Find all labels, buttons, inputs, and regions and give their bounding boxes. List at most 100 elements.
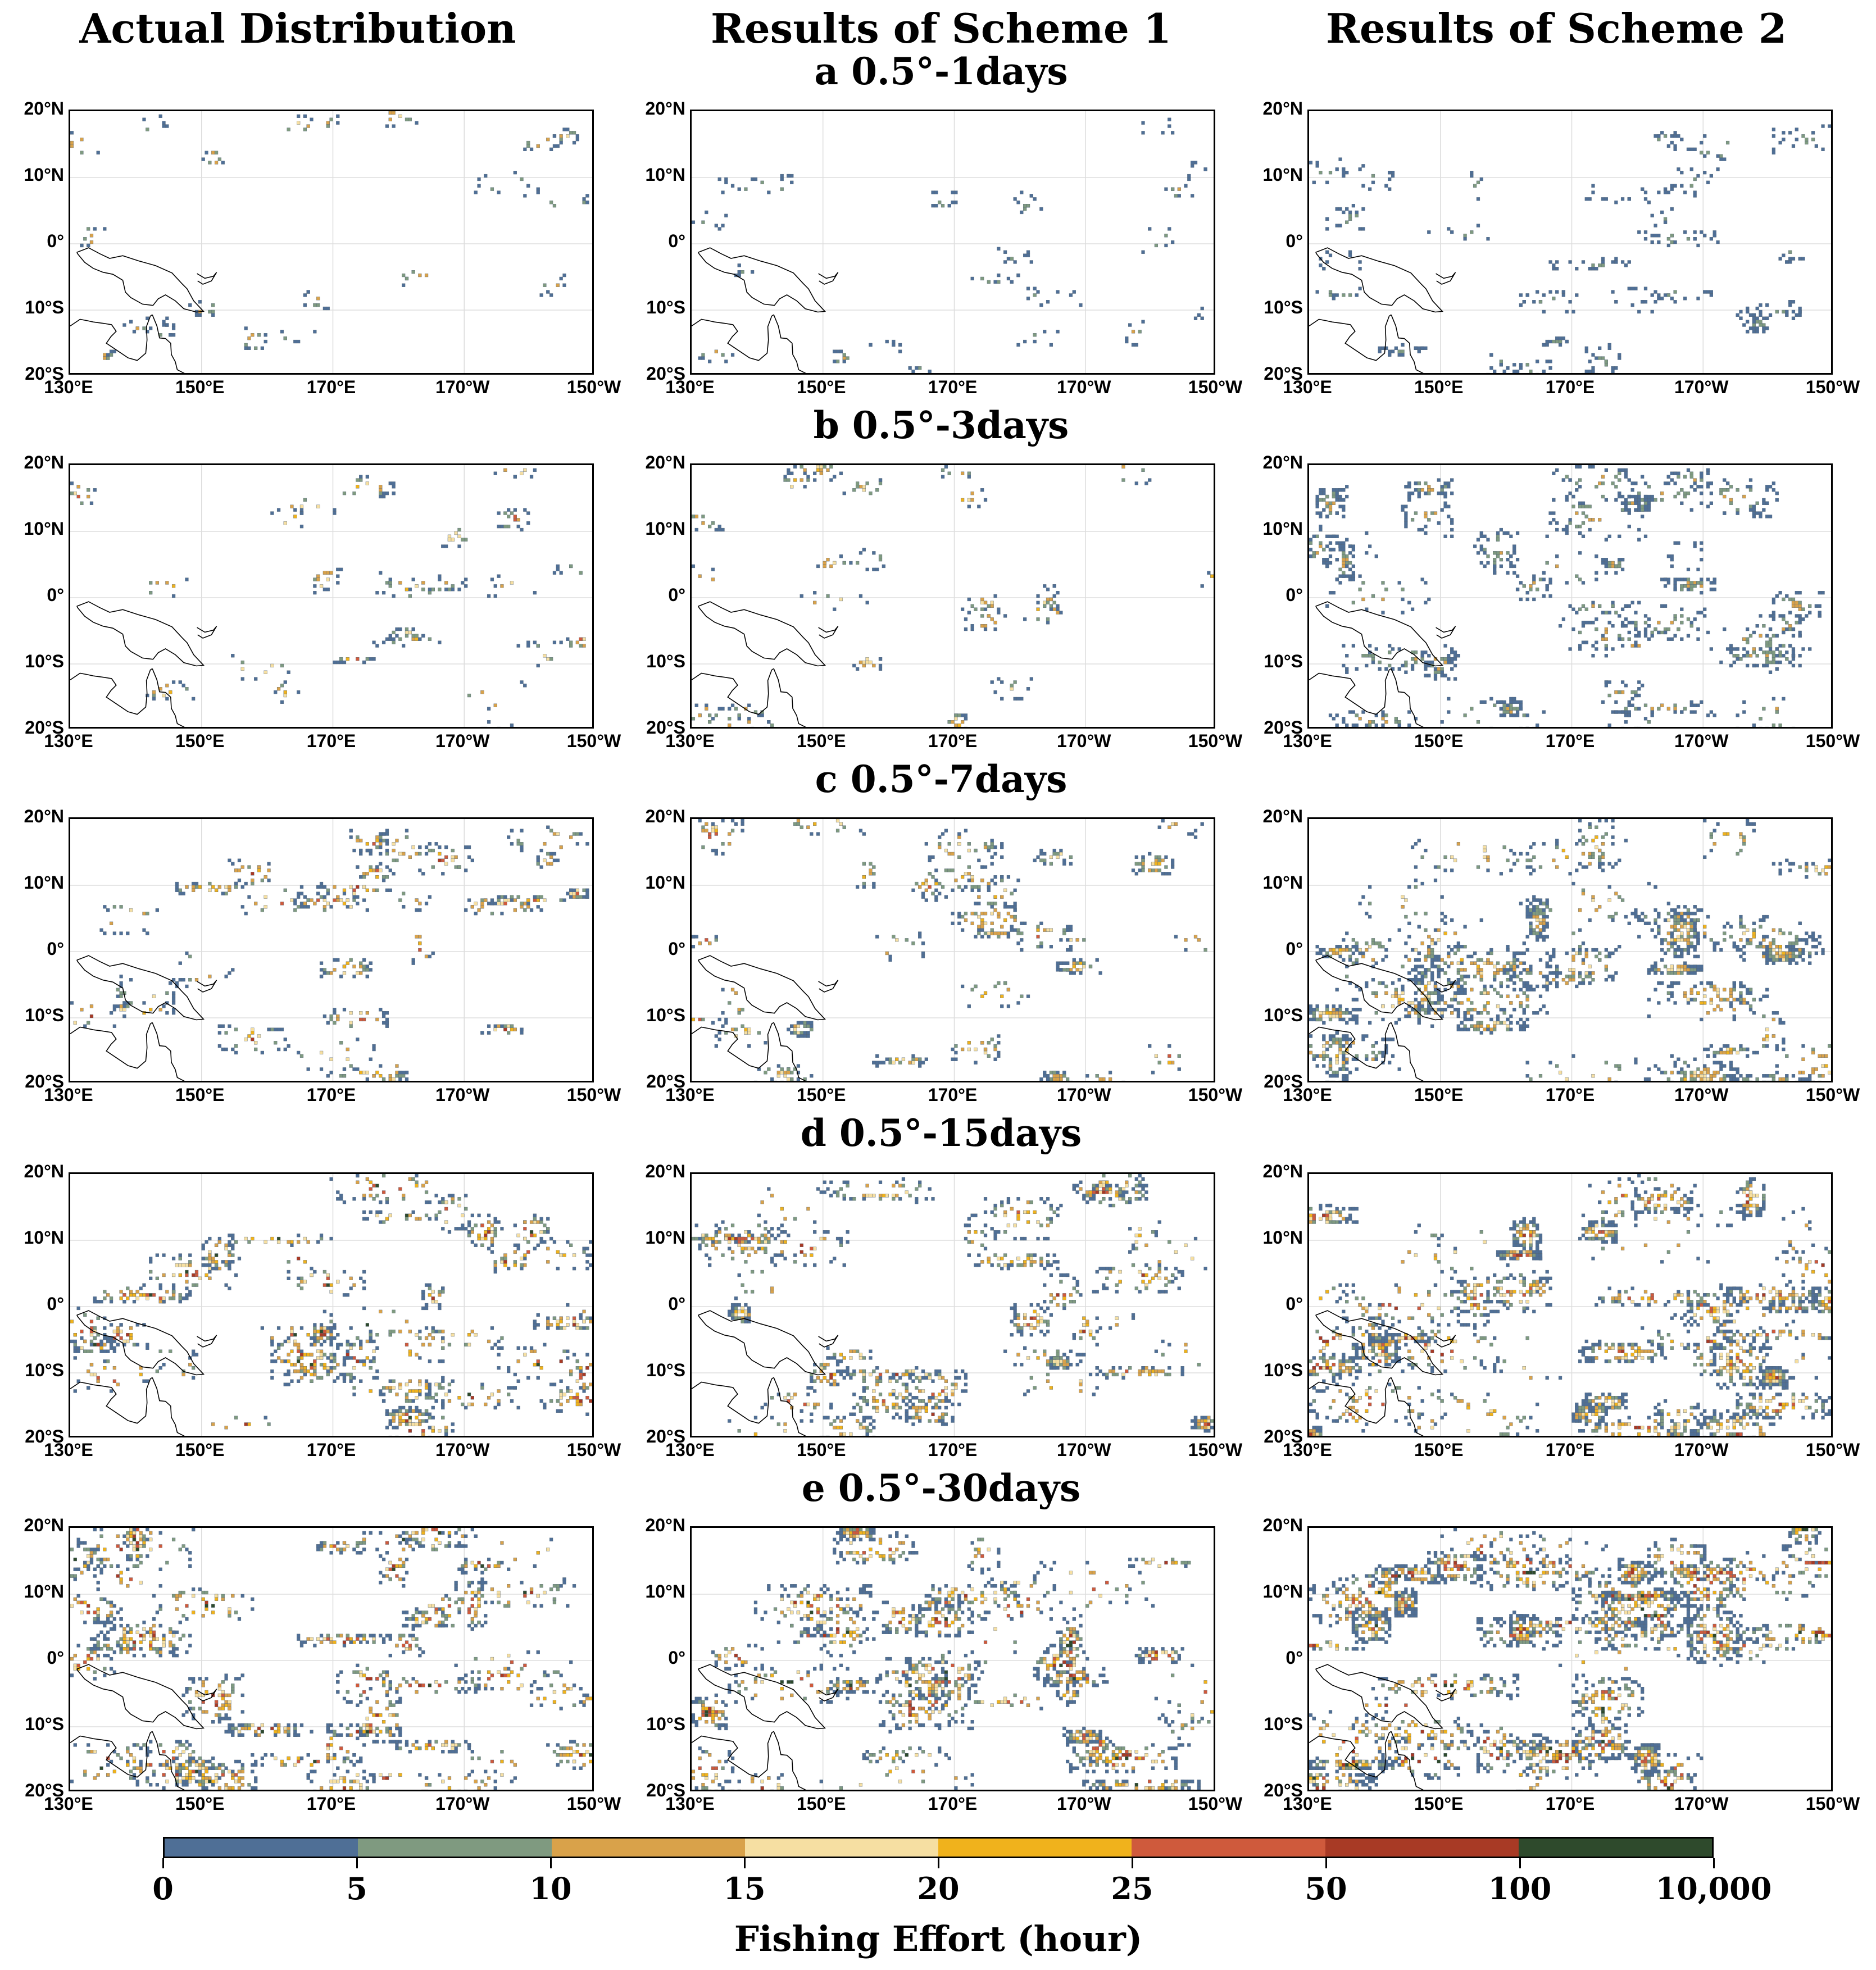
effort-cell bbox=[1584, 621, 1588, 625]
effort-cell bbox=[1332, 1080, 1336, 1081]
effort-cell bbox=[780, 177, 784, 181]
effort-cell bbox=[823, 465, 826, 469]
effort-cell bbox=[1519, 1017, 1523, 1022]
effort-cell bbox=[730, 703, 735, 707]
effort-cell bbox=[1725, 488, 1730, 492]
effort-cell bbox=[1703, 925, 1707, 929]
effort-cell bbox=[960, 607, 965, 611]
effort-cell bbox=[1677, 964, 1680, 968]
effort-cell bbox=[1460, 1021, 1464, 1025]
effort-cell bbox=[790, 1071, 794, 1075]
effort-cell bbox=[549, 201, 553, 204]
map-panel-c-col1 bbox=[69, 817, 594, 1082]
effort-cell bbox=[1512, 564, 1516, 568]
effort-cell bbox=[1374, 647, 1378, 651]
effort-cell bbox=[336, 1017, 340, 1022]
effort-cell bbox=[372, 868, 376, 872]
effort-cell bbox=[1785, 313, 1789, 317]
effort-cell bbox=[1479, 1021, 1483, 1025]
effort-cell bbox=[342, 902, 347, 906]
effort-cell bbox=[875, 1064, 879, 1068]
effort-cell bbox=[701, 515, 705, 518]
effort-cell bbox=[585, 888, 589, 893]
effort-cell bbox=[1512, 370, 1516, 373]
effort-cell bbox=[990, 1038, 994, 1041]
effort-cell bbox=[1746, 1054, 1750, 1058]
lon-tick-label: 150°W bbox=[566, 1085, 621, 1105]
effort-cell bbox=[1424, 958, 1428, 962]
effort-cell bbox=[1404, 941, 1408, 945]
effort-cell bbox=[1683, 475, 1687, 479]
effort-cell bbox=[1624, 263, 1628, 267]
effort-cell bbox=[1637, 680, 1641, 684]
effort-cell bbox=[1771, 697, 1776, 701]
lon-tick-label: 150°E bbox=[796, 731, 846, 751]
effort-cell bbox=[1483, 845, 1487, 849]
effort-cell bbox=[1581, 521, 1586, 525]
effort-cell bbox=[1499, 564, 1503, 568]
effort-cell bbox=[1778, 644, 1782, 648]
effort-cell bbox=[1713, 1050, 1716, 1055]
effort-cell bbox=[1016, 878, 1020, 882]
effort-cell bbox=[1614, 485, 1618, 489]
effort-cell bbox=[938, 845, 942, 849]
effort-cell bbox=[1499, 551, 1503, 555]
effort-cell bbox=[1342, 557, 1346, 562]
effort-cell bbox=[1746, 320, 1750, 324]
effort-cell bbox=[575, 891, 579, 895]
effort-cell bbox=[983, 1047, 988, 1052]
coastline bbox=[1309, 314, 1392, 361]
effort-cell bbox=[1496, 554, 1500, 558]
effort-cell bbox=[1453, 663, 1457, 668]
effort-cell bbox=[171, 584, 176, 588]
effort-cell bbox=[1456, 1027, 1461, 1031]
effort-cell bbox=[1450, 492, 1454, 495]
effort-cell bbox=[451, 538, 455, 542]
effort-cell bbox=[1604, 654, 1608, 658]
effort-cell bbox=[1588, 981, 1592, 985]
effort-cell bbox=[1683, 925, 1687, 929]
effort-cell bbox=[1345, 554, 1349, 558]
effort-cell bbox=[381, 640, 386, 644]
effort-cell bbox=[1170, 862, 1175, 866]
effort-cell bbox=[411, 270, 415, 274]
effort-cell bbox=[1624, 475, 1628, 479]
effort-cell bbox=[1062, 1071, 1066, 1075]
effort-cell bbox=[692, 1017, 696, 1022]
effort-cell bbox=[1365, 1054, 1369, 1058]
effort-cell bbox=[954, 717, 958, 721]
effort-cell bbox=[405, 835, 409, 839]
effort-cell bbox=[313, 584, 317, 588]
effort-cell bbox=[372, 1074, 376, 1078]
coastline bbox=[197, 272, 217, 285]
effort-cell bbox=[1325, 515, 1329, 518]
effort-cell bbox=[520, 905, 524, 909]
effort-cell bbox=[1525, 1061, 1529, 1064]
effort-cell bbox=[1404, 1014, 1408, 1018]
effort-cell bbox=[539, 293, 543, 297]
effort-cell bbox=[424, 273, 429, 277]
effort-cell bbox=[1627, 511, 1631, 515]
effort-cell bbox=[556, 858, 560, 862]
effort-cell bbox=[1203, 167, 1207, 171]
effort-cell bbox=[1506, 707, 1510, 711]
effort-cell bbox=[333, 660, 337, 665]
effort-cell bbox=[1427, 951, 1431, 956]
effort-cell bbox=[299, 891, 304, 895]
effort-cell bbox=[1693, 190, 1697, 194]
effort-cell bbox=[165, 316, 169, 320]
effort-cell bbox=[1670, 935, 1674, 939]
effort-cell bbox=[1748, 654, 1753, 658]
effort-cell bbox=[1355, 1054, 1359, 1058]
effort-cell bbox=[1607, 346, 1611, 350]
effort-cell bbox=[126, 931, 130, 935]
effort-cell bbox=[395, 1074, 399, 1078]
effort-cell bbox=[737, 1008, 741, 1012]
effort-cell bbox=[559, 640, 563, 644]
effort-cell bbox=[1673, 577, 1677, 581]
effort-cell bbox=[1723, 511, 1727, 515]
effort-cell bbox=[533, 468, 537, 472]
effort-cell bbox=[967, 498, 971, 502]
effort-cell bbox=[470, 905, 474, 909]
effort-cell bbox=[487, 707, 491, 711]
